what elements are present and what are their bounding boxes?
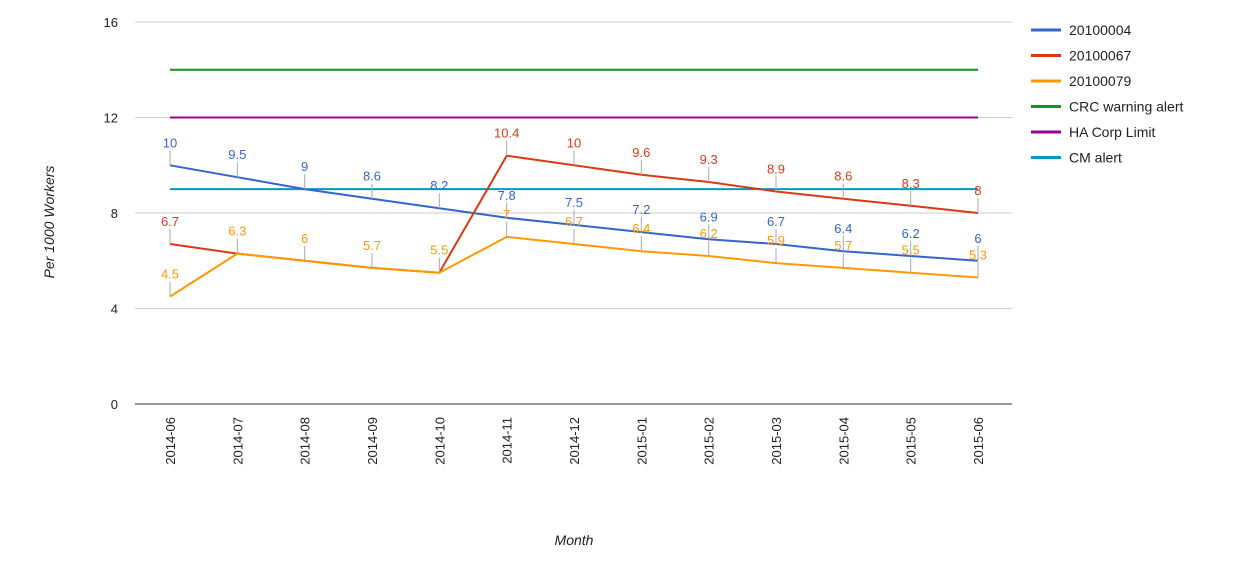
data-label: 6.2 — [700, 226, 718, 241]
data-label: 9.5 — [228, 147, 246, 162]
legend-label: CRC warning alert — [1069, 99, 1183, 115]
x-tick-label: 2015-03 — [769, 417, 784, 465]
data-label: 5.5 — [902, 243, 920, 258]
x-tick-label: 2015-01 — [634, 417, 649, 465]
data-labels: 10 9.5 9 8.6 8.2 7.8 7.5 7.2 6.9 6.7 6.4 6.2 6 6.7 10.… — [161, 126, 987, 297]
data-label: 9.3 — [700, 152, 718, 167]
x-axis-title: Month — [555, 532, 594, 548]
y-axis-title: Per 1000 Workers — [41, 166, 57, 279]
reference-lines — [170, 68, 978, 191]
y-tick-label: 8 — [111, 206, 118, 221]
data-label: 6 — [301, 231, 308, 246]
data-label: 5.3 — [969, 247, 987, 262]
y-tick-label: 4 — [111, 302, 118, 317]
data-label: 6.9 — [700, 209, 718, 224]
data-label: 10.4 — [494, 126, 519, 141]
legend-label: 20100067 — [1069, 48, 1132, 64]
data-label: 10 — [163, 135, 177, 150]
series-line — [169, 235, 979, 298]
x-tick-label: 2014-10 — [432, 417, 447, 465]
data-label: 10 — [567, 135, 581, 150]
legend: 20100004 20100067 20100079 CRC warning aler… — [1031, 22, 1183, 166]
data-label: 5.7 — [834, 238, 852, 253]
data-label: 7.8 — [498, 188, 516, 203]
x-tick-label: 2014-11 — [500, 417, 515, 464]
x-tick-label: 2014-07 — [230, 417, 245, 465]
data-label: 6.2 — [902, 226, 920, 241]
x-tick-label: 2015-02 — [702, 417, 717, 465]
data-label: 8 — [974, 183, 981, 198]
data-label: 5.9 — [767, 233, 785, 248]
legend-label: 20100004 — [1069, 22, 1132, 38]
legend-label: CM alert — [1069, 150, 1122, 166]
data-label: 8.9 — [767, 162, 785, 177]
data-label: 8.6 — [363, 169, 381, 184]
x-tick-label: 2014-12 — [567, 417, 582, 465]
legend-label: 20100079 — [1069, 73, 1132, 89]
data-label: 9.6 — [632, 145, 650, 160]
x-tick-label: 2015-06 — [971, 417, 986, 465]
x-tick-label: 2014-08 — [298, 417, 313, 465]
axes: 0 4 8 12 16 2014-06 2014-07 2014-08 2014-09 2014-… — [104, 15, 1012, 465]
data-label: 8.6 — [834, 169, 852, 184]
data-label: 6.7 — [767, 214, 785, 229]
data-label: 7.2 — [632, 202, 650, 217]
x-tick-label: 2014-09 — [365, 417, 380, 465]
x-tick-label: 2015-04 — [836, 417, 851, 465]
data-label: 5.7 — [363, 238, 381, 253]
data-label: 7.5 — [565, 195, 583, 210]
x-tick-label: 2015-05 — [904, 417, 919, 465]
y-tick-label: 16 — [104, 15, 118, 30]
data-label: 6.7 — [565, 214, 583, 229]
data-label: 6.3 — [228, 224, 246, 239]
data-label: 7 — [503, 207, 510, 222]
data-label: 8.3 — [902, 176, 920, 191]
data-label: 9 — [301, 159, 308, 174]
data-label: 8.2 — [430, 178, 448, 193]
data-label: 4.5 — [161, 267, 179, 282]
y-tick-label: 12 — [104, 111, 118, 126]
data-label: 6.4 — [632, 221, 650, 236]
data-label: 6.4 — [834, 221, 852, 236]
x-tick-label: 2014-06 — [163, 417, 178, 465]
y-tick-label: 0 — [111, 397, 118, 412]
data-label: 6 — [974, 231, 981, 246]
data-label: 6.7 — [161, 214, 179, 229]
data-label: 5.5 — [430, 243, 448, 258]
legend-label: HA Corp Limit — [1069, 124, 1155, 140]
